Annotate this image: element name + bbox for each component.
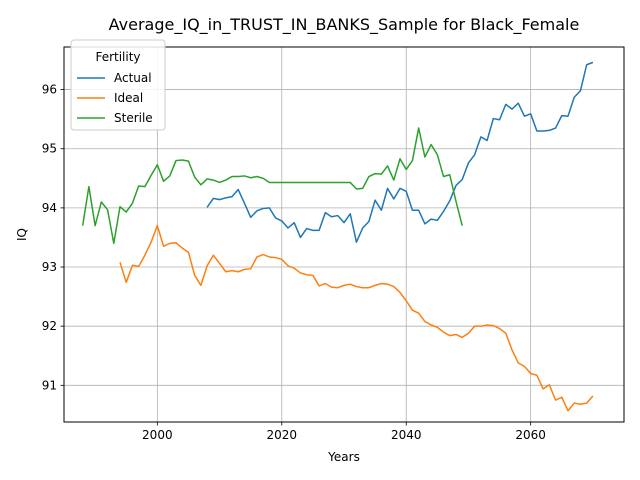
legend-items: Actual Ideal Sterile [77, 71, 153, 125]
legend-label-actual: Actual [114, 71, 152, 85]
y-tick-label: 92 [42, 319, 57, 333]
series-lines [81, 61, 594, 412]
y-tick-label: 93 [42, 260, 57, 274]
plot-area-frame [63, 46, 625, 423]
series-line-sterile [81, 127, 463, 245]
x-tick-label: 2060 [515, 428, 546, 442]
y-tick-label: 94 [42, 201, 57, 215]
y-tick-label: 91 [42, 378, 57, 392]
x-axis-label: Years [327, 450, 360, 464]
legend-title: Fertility [95, 50, 140, 64]
y-axis-label: IQ [15, 228, 29, 241]
legend-label-ideal: Ideal [114, 91, 143, 105]
x-tick-label: 2000 [142, 428, 173, 442]
x-tick-label: 2040 [391, 428, 422, 442]
y-tick-label: 96 [42, 83, 57, 97]
legend-box [70, 39, 166, 131]
series-line-ideal [119, 224, 594, 412]
y-tick-label: 95 [42, 142, 57, 156]
series-line-actual [206, 61, 594, 243]
grid-lines [64, 47, 624, 422]
chart-title: Average_IQ_in_TRUST_IN_BANKS_Sample for … [109, 15, 580, 35]
legend: Fertility Actual Ideal Sterile [70, 39, 166, 131]
y-axis-ticks: 91 92 93 94 95 96 [42, 83, 64, 392]
x-tick-label: 2020 [267, 428, 298, 442]
x-axis-ticks: 2000 2020 2040 2060 [142, 422, 546, 442]
legend-label-sterile: Sterile [114, 111, 153, 125]
